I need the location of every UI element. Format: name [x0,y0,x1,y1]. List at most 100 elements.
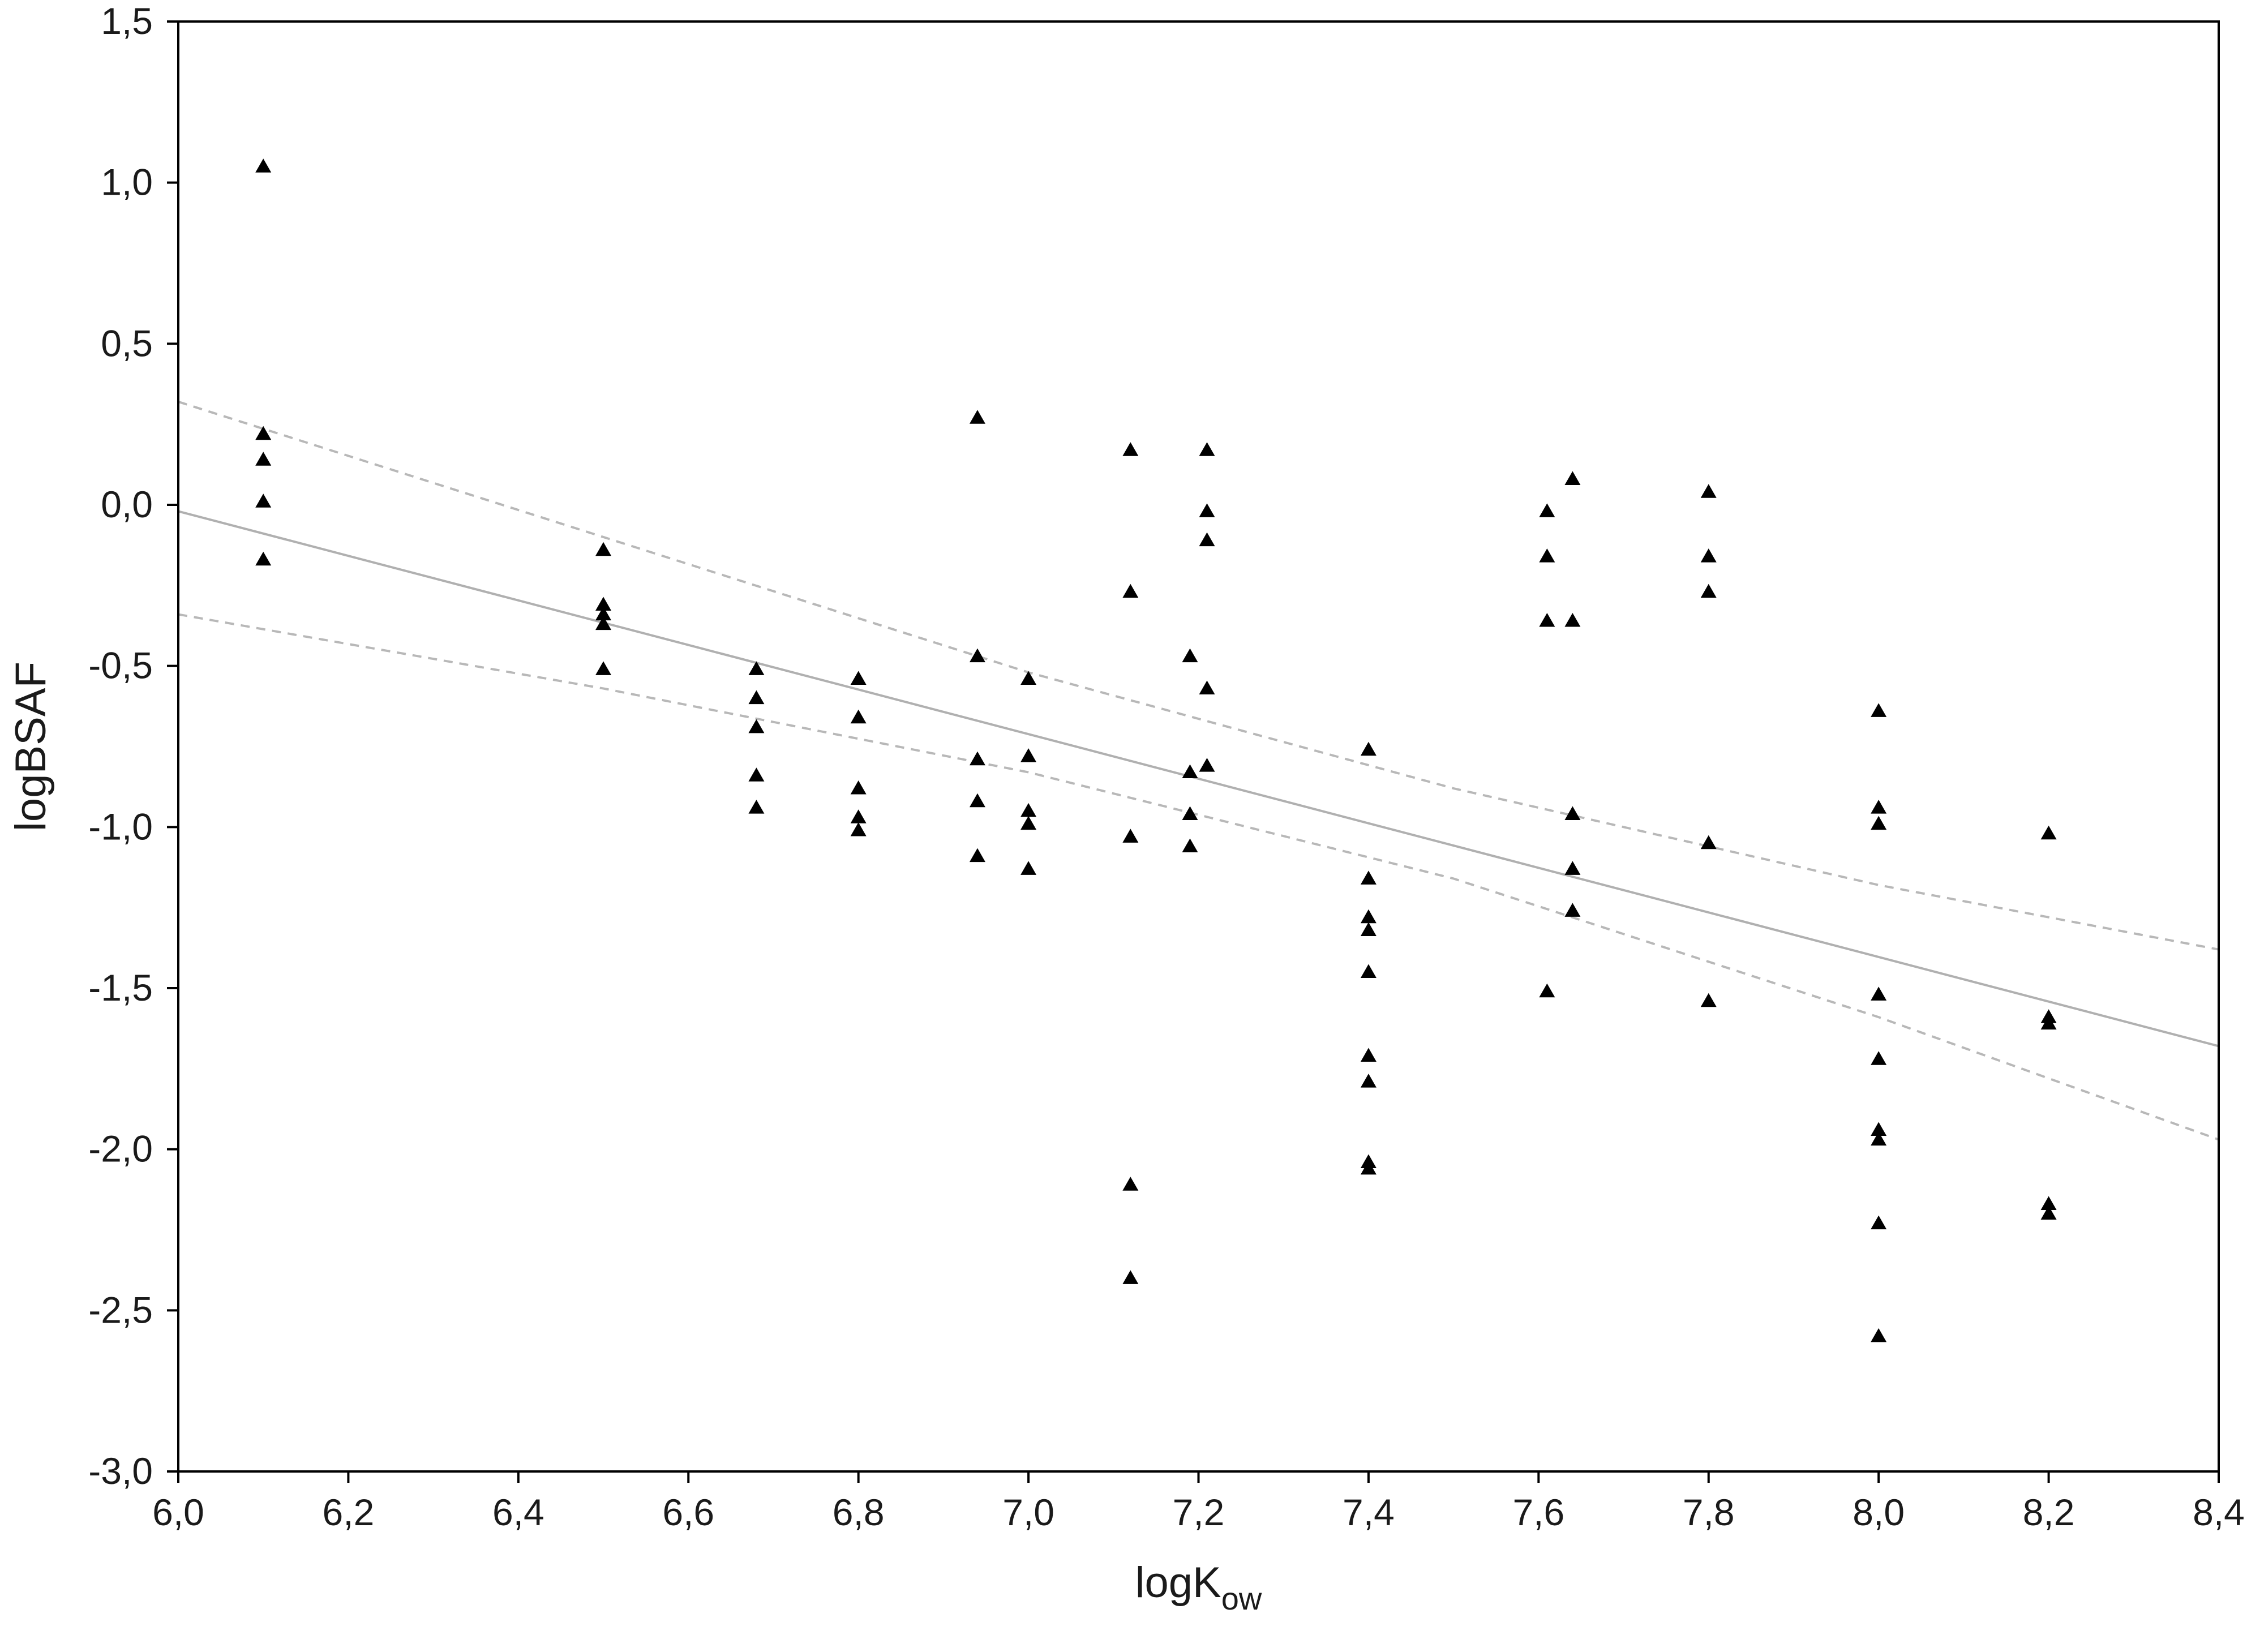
data-point [595,542,612,556]
data-point [1871,1122,1887,1136]
x-axis-title-subscript: ow [1221,1581,1262,1616]
y-tick-label: -1,5 [88,967,153,1009]
data-point [1020,861,1037,875]
data-point [748,800,765,814]
data-point [2040,1015,2057,1030]
data-point [1871,1215,1887,1230]
data-point [1020,803,1037,817]
data-point [1700,583,1717,598]
data-point [969,848,985,863]
data-point [1871,703,1887,717]
data-point [595,606,612,621]
data-point [1871,800,1887,814]
x-tick-label: 6,2 [323,1491,375,1533]
y-tick-label: -1,0 [88,805,153,847]
x-tick-label: 7,0 [1002,1491,1054,1533]
data-point [1871,986,1887,1001]
data-point [1020,671,1037,685]
data-point [969,410,985,424]
x-tick-label: 7,8 [1683,1491,1735,1533]
x-tick-label: 8,0 [1853,1491,1905,1533]
data-point [595,597,612,611]
data-point [1564,806,1581,821]
x-tick-label: 7,2 [1173,1491,1225,1533]
data-point [1564,471,1581,485]
data-point [1360,964,1376,979]
data-point [1539,548,1555,563]
data-point [1360,1048,1376,1062]
y-tick-label: 0,5 [101,322,153,364]
x-tick-label: 8,2 [2023,1491,2075,1533]
data-point [1360,741,1376,756]
x-axis-ticks: 6,0 6,2 6,4 6,6 6,8 7,0 7,2 7,4 7,6 7,8 8,0 8,2 8,4 [152,1471,2245,1533]
x-tick-label: 7,6 [1512,1491,1564,1533]
data-point [255,426,272,440]
data-point [1539,503,1555,517]
x-tick-label: 6,0 [152,1491,204,1533]
data-point [1199,532,1215,547]
confidence-upper-line [178,400,2219,951]
plot-frame [177,20,2220,1473]
y-tick-label: 0,0 [101,483,153,525]
data-point [748,719,765,733]
data-point [1199,442,1215,456]
data-point [1199,758,1215,772]
data-point [1700,993,1717,1007]
data-point [1871,816,1887,830]
data-point [850,671,867,685]
data-point [1182,806,1198,821]
data-point [1122,1270,1139,1284]
data-point [1122,442,1139,456]
data-point [255,452,272,466]
x-tick-label: 8,4 [2193,1491,2245,1533]
data-point [2040,825,2057,840]
data-point [1564,612,1581,627]
data-point [1871,1328,1887,1342]
y-tick-label: -2,5 [88,1289,153,1331]
data-point [1700,835,1717,849]
data-point [1122,583,1139,598]
data-point [1700,548,1717,563]
confidence-lower-line [178,613,2219,1141]
data-point [1360,1074,1376,1088]
data-point [2040,1205,2057,1220]
data-point [748,661,765,675]
y-axis-title: logBSAF [7,662,55,831]
data-point [1700,484,1717,498]
data-point [850,709,867,724]
data-point [1182,838,1198,852]
y-tick-label: -2,0 [88,1128,153,1170]
x-tick-label: 6,8 [833,1491,885,1533]
data-point [850,822,867,836]
x-axis-title-main: logK [1135,1559,1221,1607]
data-point [1539,612,1555,627]
x-tick-label: 7,4 [1343,1491,1395,1533]
data-point [1539,983,1555,998]
data-points [255,158,2057,1342]
data-point [850,780,867,795]
x-tick-label: 6,4 [492,1491,544,1533]
data-point [255,158,272,173]
data-point [969,751,985,766]
regression-line [178,510,2219,1048]
confidence-band [178,400,2219,1141]
data-point [1871,1051,1887,1065]
y-tick-label: 1,0 [101,161,153,203]
y-tick-label: 1,5 [101,0,153,42]
y-tick-label: -0,5 [88,645,153,686]
data-point [1360,1160,1376,1175]
data-point [969,793,985,808]
data-point [1360,922,1376,937]
data-point [595,616,612,630]
data-point [255,494,272,508]
regression-fit-line [178,510,2219,1048]
data-point [1122,1177,1139,1191]
x-axis-title: logKow [1135,1559,1262,1616]
data-point [595,661,612,675]
data-point [1182,764,1198,779]
y-axis-ticks: 1,5 1,0 0,5 0,0 -0,5 -1,0 -1,5 -2,0 -2,5 -3,0 [88,0,178,1492]
data-point [1199,503,1215,517]
data-point [1871,1131,1887,1146]
